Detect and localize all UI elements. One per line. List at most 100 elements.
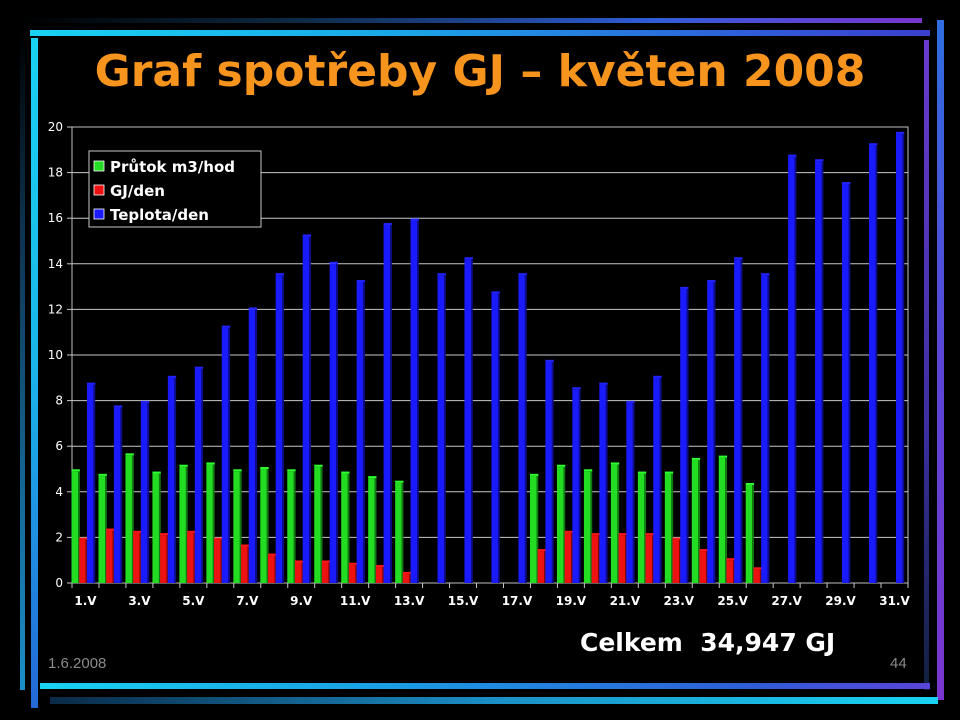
bar-side [390,223,392,584]
y-tick-label: 14 [48,257,63,271]
bar-teplota-den [788,156,795,583]
bar-top [214,537,223,540]
bar-gj-den [699,551,706,583]
bar-top [268,553,277,556]
bar-pr-tok-m3-hod [125,455,132,583]
bar-top [410,218,419,221]
bar-top [383,223,392,226]
bar-side [671,472,674,583]
bar-side [625,533,627,583]
bar-pr-tok-m3-hod [233,471,240,583]
bar-top [248,307,258,310]
bar-teplota-den [518,275,525,583]
bar-side [201,367,204,583]
bar-top [788,154,797,157]
y-tick-label: 2 [55,530,63,544]
bar-side [274,554,277,583]
bar-side [328,560,331,583]
bar-gj-den [79,539,86,583]
bar-top [375,565,385,568]
frame-bottom-bar-inner [40,683,930,689]
bar-top [556,464,566,467]
bar-teplota-den [329,263,337,583]
bar-side [336,262,338,583]
bar-pr-tok-m3-hod [98,475,106,583]
page-number: 44 [890,655,907,672]
bar-side [409,572,412,583]
bar-top [221,325,231,328]
bar-side [193,531,196,583]
bar-pr-tok-m3-hod [260,469,267,583]
bar-side [347,472,350,583]
bar-top [599,382,608,385]
bar-gj-den [214,539,221,583]
bar-side [147,401,150,583]
frame-left-bar-inner [31,38,38,708]
bar-pr-tok-m3-hod [206,464,213,583]
bar-top [160,533,169,536]
bar-side [652,533,654,583]
bar-side [382,565,385,583]
bar-top [572,387,581,390]
x-tick-label: 15.V [448,594,479,608]
bar-top [537,549,546,552]
bar-side [732,558,735,583]
bar-top [329,261,338,264]
bar-side [679,538,681,583]
bar-side [698,458,701,583]
y-tick-label: 8 [55,394,63,408]
bar-top [341,471,350,474]
bar-top [206,462,215,465]
x-tick-label: 21.V [610,594,641,608]
frame-top-bar-inner [30,30,930,36]
bar-pr-tok-m3-hod [637,473,645,583]
y-axis-ticks: 0 2 4 6 8 10 12 14 16 18 20 [48,120,72,590]
bar-side [247,545,250,583]
bar-top [726,558,735,561]
bar-side [551,360,554,583]
bar-teplota-den [491,293,498,583]
bar-teplota-den [653,377,660,583]
bar-pr-tok-m3-hod [664,473,672,583]
x-tick-label: 5.V [182,594,205,608]
y-tick-label: 20 [48,120,63,134]
frame-right-bar-outer [937,20,944,700]
legend-swatch [93,160,105,172]
bar-side [266,467,269,583]
bar-teplota-den [572,389,579,583]
bar-side [752,483,755,583]
bar-teplota-den [761,275,768,583]
bar-top [753,567,762,570]
x-tick-label: 7.V [236,594,259,608]
bar-teplota-den [895,133,903,583]
bar-pr-tok-m3-hod [179,466,186,583]
bar-side [659,376,662,583]
bars [71,131,905,584]
bar-side [158,472,161,583]
bar-top [610,462,620,465]
bar-top [260,467,269,469]
bar-side [112,529,115,583]
bar-pr-tok-m3-hod [368,478,375,583]
bar-pr-tok-m3-hod [583,471,591,583]
bar-side [590,469,593,583]
bar-top [734,257,743,260]
bar-teplota-den [599,384,606,583]
bar-top [275,273,285,276]
bar-side [605,383,608,583]
bar-gj-den [564,532,572,583]
bar-teplota-den [680,288,687,583]
bar-teplota-den [302,236,310,583]
bar-side [228,326,231,583]
bar-side [578,387,581,583]
bar-pr-tok-m3-hod [341,473,348,583]
bar-side [309,234,311,583]
bar-pr-tok-m3-hod [718,457,726,583]
bar-side [644,472,647,583]
bar-side [255,307,258,583]
bar-top [98,473,107,476]
bar-side [767,273,770,583]
bar-side [220,538,223,583]
bar-side [320,465,323,583]
bar-teplota-den [356,282,364,583]
